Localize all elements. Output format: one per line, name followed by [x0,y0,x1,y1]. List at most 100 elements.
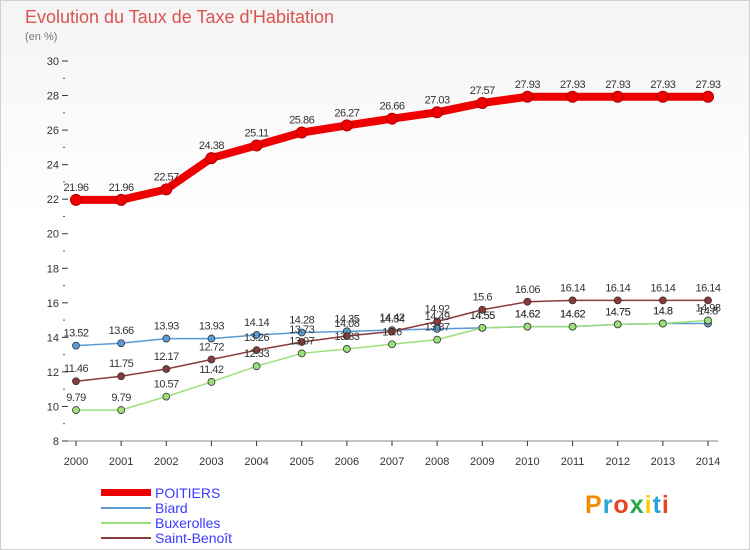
series-buxerolles-data-label: 13.07 [289,335,314,347]
x-tick-label: 2010 [515,456,539,468]
series-poitiers-point [521,90,534,103]
brand-letter: t [652,491,662,519]
legend-swatch [101,536,151,539]
series-buxerolles-point [478,323,487,332]
series-poitiers-data-label: 27.93 [605,79,630,91]
series-saint-beno-t-data-label: 13.26 [244,332,269,344]
series-biard-data-label: 14.8 [698,306,718,318]
series-lines [70,90,714,414]
series-poitiers-data-label: 27.93 [560,79,585,91]
series-buxerolles-data-label: 13.87 [425,322,450,334]
series-biard-data-label: 14.35 [334,313,359,325]
data-labels: 13.52 13.66 13.93 13.93 14.14 14.28 14.35 14.42… [63,79,721,404]
series-saint-beno-t-data-label: 16.14 [650,282,675,294]
series-poitiers-point [205,152,218,165]
brand-logo: Proxiti [585,491,670,520]
series-buxerolles-data-label: 10.57 [154,379,179,391]
series-buxerolles-point [72,406,80,414]
legend-swatch [101,521,151,524]
series-saint-beno-t-data-label: 16.14 [560,282,585,294]
series-poitiers-data-label: 21.96 [63,182,88,194]
x-tick-label: 2011 [561,456,585,468]
series-saint-beno-t-point [207,355,216,364]
series-saint-beno-t-data-label: 14.34 [379,313,404,325]
series-poitiers-data-label: 26.27 [334,107,359,119]
series-saint-beno-t-point [433,317,442,326]
series-saint-beno-t-point [704,296,712,305]
series-saint-beno-t-point [388,327,396,336]
series-biard-data-label: 14.42 [379,312,404,324]
series-buxerolles-point [162,392,171,401]
series-poitiers-data-label: 25.86 [289,115,314,127]
series-saint-beno-t-data-label: 14.08 [334,318,359,330]
series-buxerolles-data-label: 14.98 [695,302,720,314]
series-biard-point [433,324,442,333]
legend-item: Saint-Benoît [101,530,232,546]
series-biard-point [252,331,261,339]
x-tick-label: 2003 [199,456,223,468]
series-poitiers-point [295,126,308,139]
y-tick-label: 8 [53,436,59,448]
series-poitiers-data-label: 25.11 [244,127,269,139]
series-poitiers-point [250,139,263,152]
series-biard-data-label: 14.14 [244,317,269,329]
y-tick-label: 22 [47,194,59,206]
series-saint-beno-t-point [342,332,351,340]
series-biard-data-label: 14.8 [653,306,673,318]
legend: POITIERS Biard Buxerolles Saint-Benoît [101,485,232,546]
series-poitiers-point [340,119,353,132]
y-tick-label: 24 [47,160,59,172]
series-saint-beno-t-data-label: 14.92 [425,303,450,315]
series-saint-beno-t-point [297,338,306,346]
series-biard-data-label: 14.49 [425,311,450,323]
series-biard-point [72,341,80,350]
series-biard-data-label: 14.28 [289,315,314,327]
series-saint-beno-t-point [658,296,667,305]
series-biard-data-label: 13.66 [109,325,134,337]
series-poitiers-data-label: 21.96 [109,182,134,194]
brand-letter: r [602,491,614,519]
series-saint-beno-t-point [613,296,622,305]
series-poitiers-data-label: 27.03 [425,94,450,106]
series-biard-data-label: 14.62 [515,309,540,321]
series-biard-point [207,334,216,343]
series-saint-beno-t-data-label: 12.72 [199,341,224,353]
series-buxerolles-data-label: 9.79 [111,392,131,404]
x-tick-label: 2000 [64,456,88,468]
brand-letter: P [585,491,603,519]
series-buxerolles-point [117,406,126,414]
y-tick-label: 10 [47,401,59,413]
y-tick-label: 20 [47,229,59,241]
series-buxerolles-data-label: 14.62 [515,309,540,321]
legend-item: POITIERS [101,485,232,501]
series-biard-data-label: 14.62 [560,309,585,321]
y-tick-label: 18 [47,263,59,275]
series-buxerolles-data-label: 14.8 [653,306,673,318]
legend-item: Biard [101,500,232,516]
series-biard-point [297,328,306,337]
series-buxerolles-data-label: 11.42 [199,364,224,376]
series-poitiers-data-label: 27.57 [470,85,495,97]
series-buxerolles-point [207,378,216,386]
series-biard-data-label: 14.75 [605,306,630,318]
series-poitiers-point [566,90,579,103]
series-buxerolles-point [252,362,261,371]
series-buxerolles-data-label: 14.55 [470,310,495,322]
series-biard-point [162,334,171,343]
legend-swatch [101,506,151,509]
series-saint-beno-t-data-label: 16.14 [695,282,720,294]
series-poitiers-point [115,193,128,206]
x-tick-label: 2007 [380,456,404,468]
x-tick-label: 2009 [470,456,494,468]
series-poitiers-data-label: 27.93 [650,79,675,91]
series-buxerolles-data-label: 13.33 [334,331,359,343]
series-saint-beno-t-point [72,377,80,386]
series-buxerolles-data-label: 9.79 [66,392,86,404]
axes: 8 10 12 14 16 18 20 22 24 26 28 30 2000 2001 2002 2003 2… [47,56,720,468]
series-saint-beno-t-point [568,296,577,305]
series-saint-beno-t-data-label: 16.14 [605,282,630,294]
y-tick-label: 12 [47,367,59,379]
brand-letter: i [644,491,653,519]
